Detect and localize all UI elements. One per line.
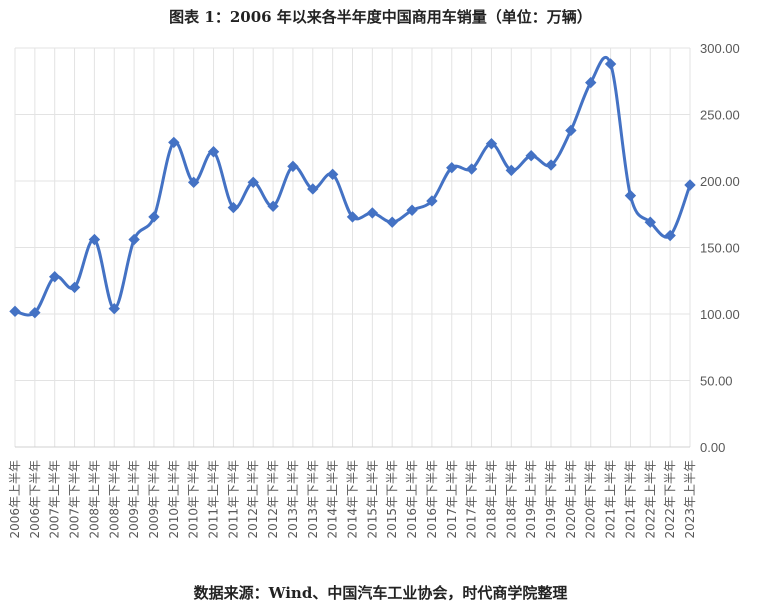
x-tick-label: 2006年下半年: [28, 460, 42, 539]
x-tick-label: 2019年上半年: [524, 460, 538, 539]
data-point-marker: [128, 233, 140, 246]
x-tick-label: 2021年上半年: [604, 460, 618, 539]
data-point-marker: [386, 216, 398, 228]
x-tick-label: 2011年上半年: [207, 460, 221, 539]
data-point-marker: [227, 201, 240, 214]
data-point-marker: [9, 305, 21, 318]
data-point-marker: [187, 176, 200, 189]
data-point-marker: [29, 306, 41, 319]
chart-title: 图表 1：2006 年以来各半年度中国商用车销量（单位：万辆）: [169, 8, 592, 26]
x-tick-label: 2009年下半年: [147, 460, 161, 539]
data-source-note: 数据来源：Wind、中国汽车工业协会，时代商学院整理: [193, 584, 568, 602]
x-tick-label: 2022年下半年: [663, 460, 677, 539]
data-point-marker: [287, 160, 299, 173]
x-tick-label: 2011年下半年: [226, 460, 240, 539]
x-tick-label: 2014年上半年: [326, 460, 340, 539]
x-tick-label: 2016年上半年: [405, 460, 419, 539]
data-point-marker: [545, 159, 557, 171]
x-tick-label: 2022年上半年: [643, 460, 657, 539]
data-point-marker: [465, 163, 478, 175]
y-tick-label: 100.00: [700, 307, 740, 322]
x-tick-label: 2007年下半年: [68, 460, 82, 539]
data-point-marker: [585, 76, 597, 89]
x-tick-label: 2017年上半年: [445, 460, 459, 539]
x-tick-label: 2020年上半年: [564, 460, 578, 539]
x-axis-ticks: 2006年上半年 2006年下半年 2007年上半年 2007年下半年 2008年上半年…: [8, 460, 697, 539]
data-point-marker: [406, 204, 418, 216]
data-point-marker: [426, 195, 438, 207]
y-tick-label: 50.00: [700, 374, 733, 389]
x-tick-label: 2010年上半年: [167, 460, 181, 539]
x-tick-label: 2012年下半年: [266, 460, 280, 539]
data-point-marker: [684, 179, 696, 191]
data-point-marker: [247, 176, 259, 189]
y-tick-label: 300.00: [700, 41, 740, 56]
data-point-marker: [207, 146, 220, 158]
x-tick-label: 2015年上半年: [365, 460, 379, 539]
x-tick-label: 2013年上半年: [286, 460, 300, 539]
x-tick-label: 2019年下半年: [544, 460, 558, 539]
data-point-marker: [326, 168, 339, 181]
data-point-marker: [307, 183, 319, 195]
data-point-marker: [604, 58, 617, 70]
x-tick-label: 2018年上半年: [484, 460, 498, 539]
x-tick-label: 2014年下半年: [346, 460, 360, 539]
x-tick-label: 2008年下半年: [107, 460, 121, 539]
x-tick-label: 2020年下半年: [584, 460, 598, 539]
data-point-marker: [525, 150, 537, 162]
data-point-marker: [366, 207, 379, 219]
series-markers: [9, 58, 696, 319]
data-point-marker: [88, 233, 101, 246]
data-point-marker: [168, 136, 180, 149]
data-point-marker: [565, 124, 577, 137]
data-point-marker: [48, 271, 61, 283]
data-point-marker: [68, 281, 81, 294]
x-tick-label: 2006年上半年: [8, 460, 22, 539]
x-tick-label: 2021年下半年: [623, 460, 637, 539]
x-tick-label: 2007年上半年: [48, 460, 62, 539]
data-point-marker: [644, 216, 657, 228]
data-point-marker: [267, 200, 279, 212]
x-tick-label: 2023年上半年: [683, 460, 697, 539]
x-tick-label: 2018年下半年: [504, 460, 518, 539]
data-point-marker: [624, 189, 637, 202]
x-tick-label: 2017年下半年: [465, 460, 479, 539]
x-tick-label: 2009年上半年: [127, 460, 141, 539]
data-point-marker: [505, 164, 518, 177]
data-point-marker: [664, 229, 676, 242]
data-point-marker: [446, 161, 458, 174]
x-tick-label: 2016年下半年: [425, 460, 439, 539]
x-tick-label: 2013年下半年: [306, 460, 320, 539]
data-point-marker: [346, 211, 359, 223]
x-tick-label: 2010年下半年: [187, 460, 201, 539]
y-tick-label: 250.00: [700, 108, 740, 123]
y-tick-label: 150.00: [700, 241, 740, 256]
x-tick-label: 2008年上半年: [87, 460, 101, 539]
data-point-marker: [108, 302, 120, 315]
x-tick-label: 2015年下半年: [385, 460, 399, 539]
gridlines: [14, 47, 691, 448]
y-tick-label: 200.00: [700, 174, 740, 189]
y-tick-label: 0.00: [700, 440, 725, 455]
data-point-marker: [148, 211, 160, 223]
x-tick-label: 2012年上半年: [246, 460, 260, 539]
y-axis-ticks: 0.00 50.00 100.00 150.00 200.00 250.00 300.00: [700, 41, 740, 455]
data-point-marker: [485, 138, 498, 150]
